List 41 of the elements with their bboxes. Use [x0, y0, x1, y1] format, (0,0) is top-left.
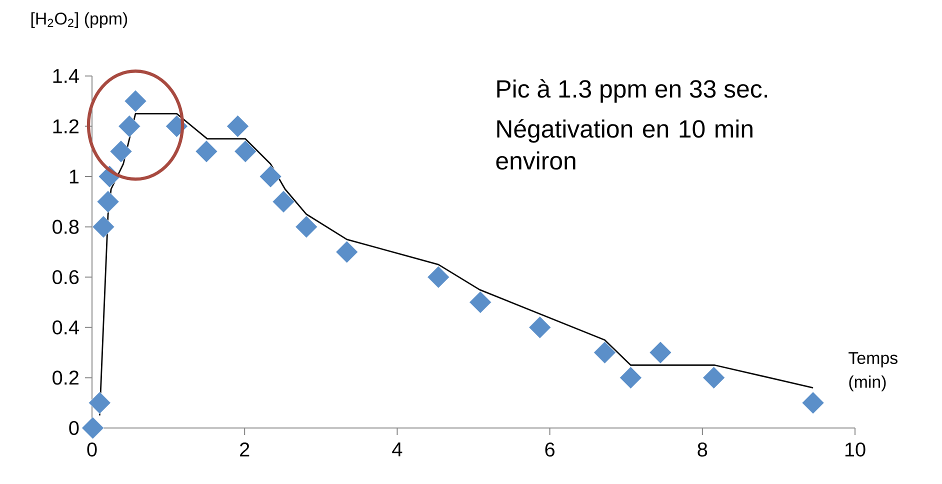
x-tick-label: 4 [392, 442, 402, 456]
point [802, 392, 824, 414]
point [88, 392, 111, 414]
point [272, 190, 295, 213]
x-axis-title: Temps (min) [848, 352, 898, 392]
y-tick-label: 0 [69, 420, 79, 436]
y-tick-label: 0.4 [52, 320, 79, 334]
x-tick-label: 0 [87, 442, 97, 457]
point [226, 115, 249, 138]
y-axis-title: [H$_{2}$O$_{2}$] (ppm) [31, 12, 128, 28]
y-tick-label: 0.6 [52, 270, 79, 284]
x-tick-label: 10 [845, 442, 866, 457]
y-tick-label: 0.2 [52, 370, 78, 385]
point [594, 341, 616, 364]
point [702, 366, 726, 389]
point [234, 140, 257, 163]
point [259, 165, 282, 188]
point [96, 190, 120, 213]
point [336, 240, 358, 264]
x-tick-label: 8 [698, 442, 708, 457]
annotation: Pic à 1.3 ppm en 33 sec. [497, 79, 767, 103]
y-tick-label: 1 [70, 170, 79, 184]
y-tick-label: 0.8 [52, 220, 79, 234]
point [195, 140, 218, 163]
point [619, 366, 642, 389]
point [469, 291, 492, 314]
point [82, 416, 104, 440]
point [295, 216, 318, 238]
point [649, 341, 672, 364]
point [427, 266, 450, 288]
y-tick-label: 1.4 [53, 69, 79, 83]
line-series [98, 113, 814, 416]
y-tick-label: 1.2 [53, 119, 78, 134]
annotation: Négativation en 10 min environ [496, 119, 752, 170]
x-tick-label: 2 [240, 442, 250, 456]
point [528, 316, 552, 339]
x-tick-label: 6 [545, 442, 554, 457]
point [124, 90, 147, 112]
point [92, 216, 115, 238]
point [110, 140, 132, 163]
point [118, 115, 141, 138]
